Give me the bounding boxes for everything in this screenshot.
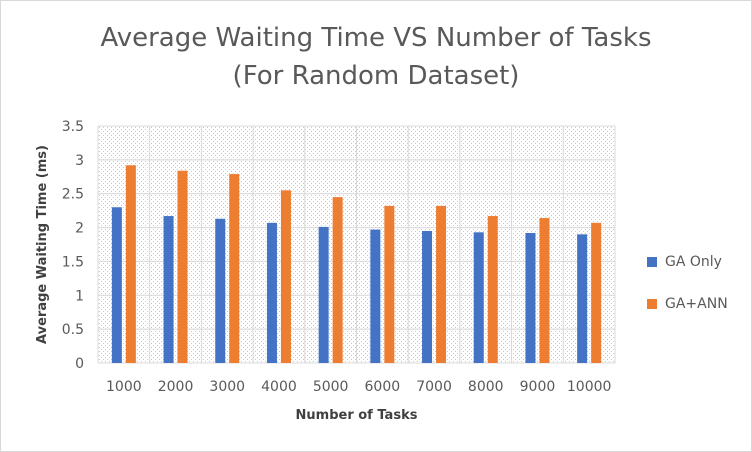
legend-swatch-ga-ann (647, 298, 657, 309)
bar-ga-ann-5000 (332, 197, 343, 363)
y-tick-label: 1.5 (62, 254, 84, 270)
legend-swatch-ga-only (647, 256, 657, 267)
bar-ga-only-1000 (111, 207, 122, 363)
bar-ga-ann-9000 (539, 218, 550, 363)
bar-ga-only-8000 (473, 232, 484, 363)
bar-ga-only-9000 (525, 232, 536, 363)
bar-ga-only-5000 (318, 226, 329, 363)
y-axis-title: Average Waiting Time (ms) (35, 145, 50, 344)
bar-ga-ann-6000 (384, 205, 395, 363)
legend: GA Only GA+ANN (647, 251, 728, 335)
legend-item-ga-ann: GA+ANN (647, 293, 728, 314)
legend-label-ga-ann: GA+ANN (665, 295, 728, 312)
bar-ga-only-3000 (215, 218, 226, 363)
x-tick-label: 2000 (158, 379, 194, 395)
x-axis-title: Number of Tasks (296, 408, 418, 423)
bar-ga-only-7000 (422, 230, 433, 363)
bar-ga-ann-10000 (591, 222, 602, 363)
x-tick-label: 4000 (261, 379, 297, 395)
bar-ga-ann-3000 (229, 174, 240, 363)
x-tick-label: 8000 (468, 379, 504, 395)
bar-ga-only-4000 (266, 222, 277, 363)
x-tick-label: 1000 (106, 379, 142, 395)
bar-ga-only-2000 (163, 216, 174, 363)
bar-ga-ann-4000 (280, 190, 291, 363)
bar-ga-ann-1000 (125, 165, 136, 363)
x-tick-label: 10000 (567, 379, 612, 395)
chart-title: Average Waiting Time VS Number of Tasks … (100, 23, 652, 91)
y-tick-label: 2.5 (62, 187, 84, 203)
x-tick-label: 5000 (313, 379, 349, 395)
y-tick-label: 3 (75, 153, 84, 169)
y-tick-label: 2 (75, 221, 84, 237)
x-tick-label: 3000 (209, 379, 245, 395)
y-tick-label: 0 (75, 356, 84, 372)
bar-ga-only-10000 (577, 234, 588, 363)
y-tick-label: 3.5 (62, 119, 84, 135)
x-tick-label: 7000 (416, 379, 452, 395)
x-tick-label: 6000 (365, 379, 401, 395)
y-tick-label: 1 (75, 288, 84, 304)
legend-label-ga-only: GA Only (665, 253, 722, 270)
bar-ga-only-6000 (370, 229, 381, 363)
bar-ga-ann-8000 (487, 216, 498, 363)
legend-item-ga-only: GA Only (647, 251, 728, 272)
y-tick-label: 0.5 (62, 322, 84, 338)
x-tick-label: 9000 (520, 379, 556, 395)
bar-ga-ann-2000 (177, 170, 188, 363)
bar-ga-ann-7000 (436, 205, 447, 363)
